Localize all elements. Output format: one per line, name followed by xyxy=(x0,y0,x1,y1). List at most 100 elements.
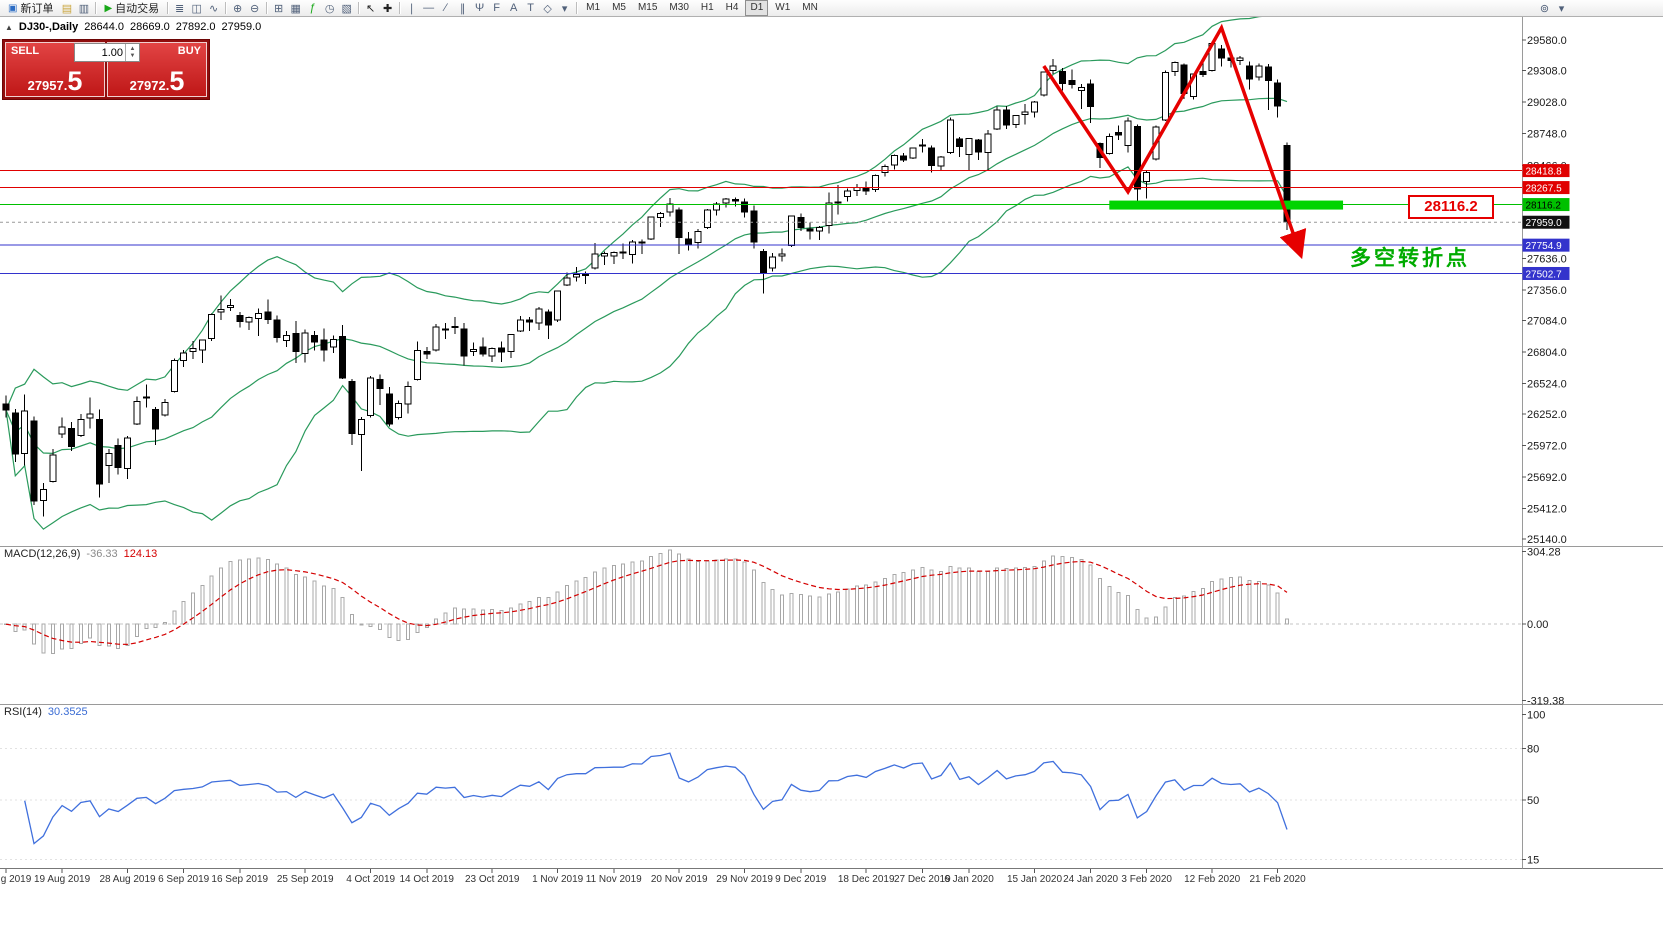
toolbar-separator xyxy=(266,2,268,14)
cursor-icon[interactable]: ↖ xyxy=(366,2,376,15)
timeframe-M30[interactable]: M30 xyxy=(669,2,689,13)
label-icon[interactable]: T xyxy=(527,2,535,14)
bar-chart-icon[interactable]: ≣ xyxy=(175,2,185,15)
arrange-windows-icon[interactable]: ▦ xyxy=(290,2,301,15)
svg-text:29 Nov 2019: 29 Nov 2019 xyxy=(716,874,773,885)
trend-arrow[interactable] xyxy=(1042,23,1307,260)
timeframe-D1[interactable]: D1 xyxy=(745,0,769,16)
crosshair-icon[interactable]: ✚ xyxy=(383,2,393,15)
toolbar-separator xyxy=(167,2,169,14)
toolbar-separator xyxy=(225,2,227,14)
svg-text:11 Nov 2019: 11 Nov 2019 xyxy=(586,874,642,885)
chart-symbol-icon: ▲ xyxy=(5,22,13,32)
toolbar-items: ▣ 新订单 ▤ ▥ ▶ 自动交易 ≣ ◫ ∿ ⊕ ⊖ ⊞ ▦ ƒ ◷ ▧ ↖ ✚ ∣ ― ∕ ∥ Ψ F A T ◇ ▾ xyxy=(3,1,580,16)
spinner-up-icon[interactable]: ▲ xyxy=(129,45,136,52)
pitchfork-icon[interactable]: Ψ xyxy=(475,2,485,14)
zoom-in-icon[interactable]: ⊕ xyxy=(233,2,243,15)
svg-text:6 Sep 2019: 6 Sep 2019 xyxy=(158,874,210,885)
svg-text:15: 15 xyxy=(1527,854,1539,866)
price-line-label xyxy=(1522,198,1570,212)
svg-text:20 Nov 2019: 20 Nov 2019 xyxy=(651,874,708,885)
trendline-icon[interactable]: ∕ xyxy=(444,2,447,14)
timeframe-H4[interactable]: H4 xyxy=(725,2,739,13)
buy-price: 27972.5 xyxy=(108,68,206,95)
toolbar-right-icons: ⊚ ▾ xyxy=(1536,0,1570,16)
more-icon[interactable]: ▾ xyxy=(1558,2,1565,15)
timeframe-H1[interactable]: H1 xyxy=(700,2,714,13)
templates-icon[interactable]: ▧ xyxy=(341,2,352,15)
zoom-out-icon[interactable]: ⊖ xyxy=(250,2,260,15)
svg-text:28267.5: 28267.5 xyxy=(1526,184,1563,195)
svg-text:304.28: 304.28 xyxy=(1527,547,1561,559)
ohlc-high: 28669.0 xyxy=(130,21,170,33)
auto-trading-button[interactable]: ▶ 自动交易 xyxy=(99,1,164,16)
spinner-down-icon[interactable]: ▼ xyxy=(129,52,136,59)
timeframe-W1[interactable]: W1 xyxy=(775,2,791,13)
price-level-tag[interactable]: 28116.2 xyxy=(1408,195,1494,219)
chart-canvas[interactable]: 29580.029308.029028.028748.028466.027636… xyxy=(0,17,1663,891)
ohlc-open: 28644.0 xyxy=(84,21,124,33)
svg-text:16 Sep 2019: 16 Sep 2019 xyxy=(211,874,268,885)
candlestick-chart-icon[interactable]: ◫ xyxy=(191,2,202,15)
bollinger-bands xyxy=(5,17,1288,530)
svg-text:27 Dec 2019: 27 Dec 2019 xyxy=(894,874,951,885)
rsi-label: RSI(14) 30.3525 xyxy=(4,706,88,718)
timeframe-M1[interactable]: M1 xyxy=(586,2,601,13)
fibonacci-icon[interactable]: F xyxy=(493,2,501,14)
timeframe-M15[interactable]: M15 xyxy=(637,2,658,13)
symbol-period: DJ30-,Daily xyxy=(18,21,79,33)
periods-icon[interactable]: ◷ xyxy=(324,2,335,15)
chart-title: ▲ DJ30-,Daily 28644.0 28669.0 27892.0 27… xyxy=(5,21,261,33)
indicators-icon[interactable]: ƒ xyxy=(309,2,316,14)
svg-text:25 Sep 2019: 25 Sep 2019 xyxy=(277,874,334,885)
svg-text:100: 100 xyxy=(1527,710,1545,722)
turning-point-text[interactable]: 多空转折点 xyxy=(1350,247,1470,270)
tile-windows-icon[interactable]: ⊞ xyxy=(274,2,284,15)
toolbar-separator xyxy=(358,2,360,14)
line-chart-icon[interactable]: ∿ xyxy=(209,2,219,15)
macd-name: MACD(12,26,9) xyxy=(4,548,81,560)
macd-label: MACD(12,26,9) -36.33 124.13 xyxy=(4,548,157,560)
shapes-icon[interactable]: ◇ xyxy=(543,2,552,15)
volume-input[interactable]: 1.00 ▲ ▼ xyxy=(74,43,140,62)
channel-icon[interactable]: ∥ xyxy=(459,2,466,15)
search-icon[interactable]: ⊚ xyxy=(1539,2,1550,15)
rsi-value: 30.3525 xyxy=(47,706,88,718)
bollinger-lower-band xyxy=(5,166,1288,530)
timeframe-buttons: M1 M5 M15 M30 H1 H4 D1 W1 MN xyxy=(580,0,824,16)
buy-label: BUY xyxy=(177,45,201,57)
price-line-label xyxy=(1522,164,1570,178)
objects-dropdown-icon[interactable]: ▾ xyxy=(561,2,568,15)
timeframe-MN[interactable]: MN xyxy=(802,2,818,13)
svg-text:6 Jan 2020: 6 Jan 2020 xyxy=(944,874,994,885)
buy-price-pips: 5 xyxy=(169,66,185,96)
svg-text:0.00: 0.00 xyxy=(1527,619,1548,631)
profiles-icon[interactable]: ▥ xyxy=(78,2,90,15)
bollinger-upper-band xyxy=(5,17,1263,411)
svg-text:28748.0: 28748.0 xyxy=(1527,129,1567,141)
svg-text:14 Oct 2019: 14 Oct 2019 xyxy=(400,874,455,885)
new-order-icon: ▣ xyxy=(8,2,18,14)
vertical-line-icon[interactable]: ∣ xyxy=(408,2,415,15)
svg-text:18 Dec 2019: 18 Dec 2019 xyxy=(838,874,895,885)
sell-price-pips: 5 xyxy=(67,66,83,96)
volume-spinner[interactable]: ▲ ▼ xyxy=(125,44,139,61)
svg-text:21 Feb 2020: 21 Feb 2020 xyxy=(1250,874,1307,885)
svg-text:29580.0: 29580.0 xyxy=(1527,35,1567,47)
sell-price-main: 27957. xyxy=(27,78,68,93)
new-order-button[interactable]: ▣ 新订单 xyxy=(3,1,58,16)
bollinger-middle-band xyxy=(5,97,1288,455)
svg-text:25412.0: 25412.0 xyxy=(1527,503,1567,515)
new-chart-icon[interactable]: ▤ xyxy=(61,2,73,15)
rsi-line xyxy=(24,752,1288,845)
support-zone[interactable] xyxy=(1109,200,1344,210)
main-price-pane[interactable] xyxy=(0,17,1522,530)
horizontal-line-icon[interactable]: ― xyxy=(423,2,435,14)
candlesticks xyxy=(2,41,1291,517)
svg-text:28 Aug 2019: 28 Aug 2019 xyxy=(99,874,156,885)
timeframe-M5[interactable]: M5 xyxy=(612,2,626,13)
toolbar-separator xyxy=(95,2,97,14)
text-icon[interactable]: A xyxy=(509,2,518,14)
toolbar: ▣ 新订单 ▤ ▥ ▶ 自动交易 ≣ ◫ ∿ ⊕ ⊖ ⊞ ▦ ƒ ◷ ▧ ↖ ✚ ∣ ― ∕ ∥ Ψ F A T ◇ ▾ M1 M5 M1… xyxy=(0,0,1663,17)
